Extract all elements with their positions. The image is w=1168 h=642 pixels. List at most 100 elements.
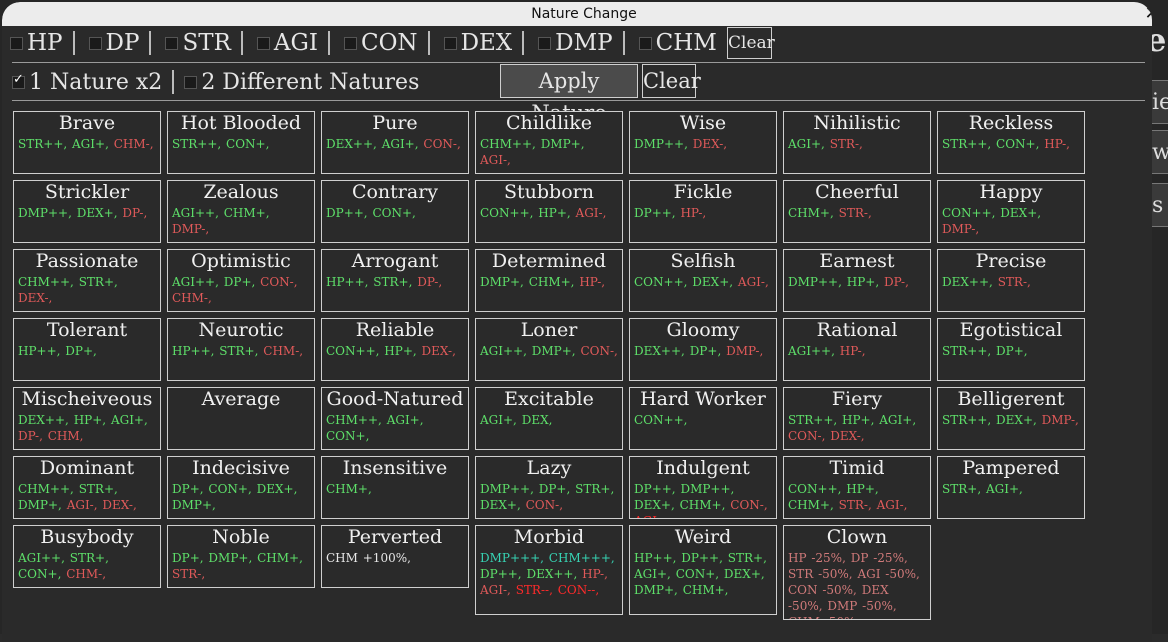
nature-card[interactable]: Perverted CHM +100%, <box>321 525 469 588</box>
nature-card[interactable]: Stubborn CON++, HP+, AGI-, <box>475 180 623 243</box>
nature-card[interactable]: Egotistical STR++, DP+, <box>937 318 1085 381</box>
nature-card[interactable]: Indecisive DP+, CON+, DEX+, DMP+, <box>167 456 315 519</box>
stat-modifier: CON++, <box>942 206 996 220</box>
stat-filter-hp[interactable]: HP <box>6 30 63 56</box>
checkbox[interactable] <box>343 36 357 50</box>
stat-modifier: DP-, <box>883 275 909 289</box>
nature-card[interactable]: Morbid DMP+++, CHM+++, DP++, DEX++, HP-, … <box>475 525 623 615</box>
checkbox[interactable] <box>165 36 179 50</box>
checkbox[interactable] <box>538 36 552 50</box>
nature-card[interactable]: Neurotic HP++, STR+, CHM-, <box>167 318 315 381</box>
nature-effects: HP++, DP+, <box>14 341 160 359</box>
nature-card[interactable]: Reliable CON++, HP+, DEX-, <box>321 318 469 381</box>
nature-card[interactable]: Busybody AGI++, STR+, CON+, CHM-, <box>13 525 161 588</box>
nature-card[interactable]: Indulgent DP++, DMP++, DEX+, CHM+, CON-, … <box>629 456 777 519</box>
nature-card[interactable]: Selfish CON++, DEX+, AGI-, <box>629 249 777 312</box>
nature-card[interactable]: Gloomy DEX++, DP+, DMP-, <box>629 318 777 381</box>
nature-card[interactable]: Cheerful CHM+, STR-, <box>783 180 931 243</box>
nature-card[interactable]: Nihilistic AGI+, STR-, <box>783 111 931 174</box>
stat-filter-str[interactable]: STR <box>161 30 231 56</box>
nature-card[interactable]: Noble DP+, DMP+, CHM+, STR-, <box>167 525 315 588</box>
nature-card[interactable]: Hard Worker CON++, <box>629 387 777 450</box>
nature-card[interactable]: Contrary DP++, CON+, <box>321 180 469 243</box>
nature-card[interactable]: Childlike CHM++, DMP+, AGI-, <box>475 111 623 174</box>
nature-card[interactable]: Wise DMP++, DEX-, <box>629 111 777 174</box>
stat-filter-con[interactable]: CON <box>340 30 418 56</box>
window-titlebar[interactable]: Nature Change ✕ <box>2 2 1152 26</box>
nature-card[interactable]: Weird HP++, DP++, STR+, AGI+, CON+, DEX+,… <box>629 525 777 615</box>
nature-card[interactable]: Strickler DMP++, DEX+, DP-, <box>13 180 161 243</box>
nature-card[interactable]: Lazy DMP++, DP+, STR+, DEX+, CON-, <box>475 456 623 519</box>
nature-card[interactable]: Timid CON++, HP+, CHM+, STR-, AGI-, <box>783 456 931 519</box>
filter-separator <box>240 31 243 55</box>
nature-mode-option[interactable]: 2 Different Natures <box>180 70 419 95</box>
stat-modifier: AGI-, <box>737 275 769 289</box>
stat-modifier: DP-, <box>18 429 43 443</box>
nature-card[interactable]: Mischeiveous DEX++, HP+, AGI+, DP-, CHM, <box>13 387 161 450</box>
nature-card[interactable]: Fickle DP++, HP-, <box>629 180 777 243</box>
nature-card[interactable]: Precise DEX++, STR-, <box>937 249 1085 312</box>
nature-name: Average <box>201 388 281 410</box>
nature-card[interactable]: Passionate CHM++, STR+, DEX-, <box>13 249 161 312</box>
checkbox[interactable] <box>10 36 23 50</box>
stat-modifier: CON-, <box>260 275 298 289</box>
nature-card[interactable]: Brave STR++, AGI+, CHM-, <box>13 111 161 174</box>
nature-card[interactable]: Hot Blooded STR++, CON+, <box>167 111 315 174</box>
clear-filters-button[interactable]: Clear <box>727 27 775 59</box>
checkbox[interactable] <box>184 75 198 89</box>
checkbox[interactable] <box>88 36 102 50</box>
stat-modifier: HP+, <box>842 413 875 427</box>
nature-card[interactable]: Insensitive CHM+, <box>321 456 469 519</box>
stat-modifier: CHM, <box>47 429 84 443</box>
nature-card[interactable]: Reckless STR++, CON+, HP-, <box>937 111 1085 174</box>
stat-modifier: CHM-, <box>172 291 212 305</box>
stat-filter-dmp[interactable]: DMP <box>534 30 613 56</box>
nature-name: Loner <box>520 319 578 341</box>
stat-modifier: STR++, <box>172 137 222 151</box>
nature-card[interactable]: Fiery STR++, HP+, AGI+, CON-, DEX-, <box>783 387 931 450</box>
nature-card[interactable]: Happy CON++, DEX+, DMP-, <box>937 180 1085 243</box>
nature-card[interactable]: Dominant CHM++, STR+, DMP+, AGI-, DEX-, <box>13 456 161 519</box>
nature-card[interactable]: Earnest DMP++, HP+, DP-, <box>783 249 931 312</box>
nature-card[interactable]: Pure DEX++, AGI+, CON-, <box>321 111 469 174</box>
stat-filter-agi[interactable]: AGI <box>253 30 318 56</box>
stat-modifier: CON-, <box>423 137 461 151</box>
nature-effects: STR++, DEX+, DMP-, <box>938 410 1084 428</box>
stat-filter-dex[interactable]: DEX <box>440 30 513 56</box>
nature-card[interactable]: Tolerant HP++, DP+, <box>13 318 161 381</box>
nature-card[interactable]: Average <box>167 387 315 450</box>
nature-card[interactable]: Optimistic AGI++, DP+, CON-, CHM-, <box>167 249 315 312</box>
stat-modifier: HP-, <box>582 567 608 581</box>
stat-modifier: CHM -50%, <box>788 615 859 619</box>
stat-filter-chm[interactable]: CHM <box>635 30 717 56</box>
stat-modifier: DEX -50%, <box>788 583 889 613</box>
nature-effects: STR+, AGI+, <box>938 479 1084 497</box>
nature-effects: DEX++, DP+, DMP-, <box>630 341 776 359</box>
nature-card[interactable]: Rational AGI++, HP-, <box>783 318 931 381</box>
apply-nature-button[interactable]: Apply Nature <box>500 64 638 125</box>
stat-modifier: DMP++, <box>680 482 735 496</box>
stat-filter-label: HP <box>27 30 63 56</box>
nature-card[interactable]: Loner AGI++, DMP+, CON-, <box>475 318 623 381</box>
nature-card[interactable]: Belligerent STR++, DEX+, DMP-, <box>937 387 1085 450</box>
stat-modifier: DMP-, <box>942 222 980 236</box>
nature-card[interactable]: Determined DMP+, CHM+, HP-, <box>475 249 623 312</box>
nature-card[interactable]: Good-Natured CHM++, AGI+, CON+, <box>321 387 469 450</box>
nature-card[interactable]: Clown HP -25%, DP -25%, STR -50%, AGI -50… <box>783 525 931 620</box>
nature-card[interactable]: Excitable AGI+, DEX, <box>475 387 623 450</box>
nature-card[interactable]: Arrogant HP++, STR+, DP-, <box>321 249 469 312</box>
stat-modifier: AGI++, <box>172 275 219 289</box>
checkbox[interactable] <box>256 36 270 50</box>
nature-card[interactable]: Pampered STR+, AGI+, <box>937 456 1085 519</box>
close-icon[interactable]: ✕ <box>1142 2 1152 26</box>
checkbox[interactable] <box>12 72 25 89</box>
stat-modifier: AGI+, <box>110 413 148 427</box>
nature-card[interactable]: Zealous AGI++, CHM+, DMP-, <box>167 180 315 243</box>
stat-filter-label: DEX <box>460 30 513 56</box>
checkbox[interactable] <box>638 36 652 50</box>
clear-button[interactable]: Clear <box>642 64 701 98</box>
checkbox[interactable] <box>443 36 457 50</box>
nature-mode-option[interactable]: 1 Nature x2 <box>8 70 162 95</box>
stat-modifier: DP++, <box>634 206 676 220</box>
stat-filter-dp[interactable]: DP <box>85 30 139 56</box>
